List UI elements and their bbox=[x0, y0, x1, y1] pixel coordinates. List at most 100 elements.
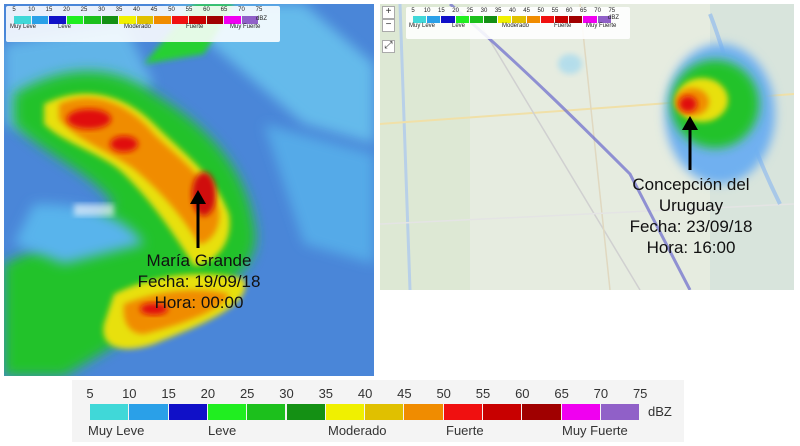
legend-color-swatch bbox=[561, 404, 600, 420]
left-mini-color-swatch bbox=[49, 16, 66, 24]
reflectivity-legend: 5 10 15 20 25 30 35 40 45 50 55 60 65 70 75 Muy Leve Le… bbox=[72, 380, 684, 442]
right-mini-category: Fuerte bbox=[554, 23, 572, 29]
right-mini-category: Leve bbox=[452, 23, 466, 29]
left-mini-tick: 55 bbox=[185, 7, 193, 13]
left-mini-color-swatch bbox=[189, 16, 206, 24]
legend-tick: 35 bbox=[318, 386, 334, 401]
right-mini-tick: 10 bbox=[423, 8, 431, 14]
left-radar-image bbox=[4, 4, 374, 376]
legend-color-swatch bbox=[483, 404, 522, 420]
left-mini-category: Fuerte bbox=[186, 24, 204, 30]
left-mini-category: Muy Fuerte bbox=[230, 24, 261, 30]
right-mini-category: Moderado bbox=[502, 23, 530, 29]
left-mini-tick: 40 bbox=[133, 7, 140, 13]
left-place-name: María Grande bbox=[146, 251, 252, 270]
left-mini-color-swatch bbox=[84, 16, 101, 24]
legend-tick: 45 bbox=[397, 386, 412, 401]
legend-tick: 5 bbox=[86, 386, 94, 401]
left-mini-tick: 50 bbox=[168, 7, 175, 13]
legend-color-swatch bbox=[129, 404, 168, 420]
left-mini-tick: 45 bbox=[150, 7, 158, 13]
left-mini-unit: dBZ bbox=[256, 16, 268, 22]
legend-tick: 20 bbox=[200, 386, 216, 401]
right-mini-tick: 55 bbox=[551, 8, 559, 14]
right-mini-tick: 25 bbox=[466, 8, 474, 14]
legend-unit: dBZ bbox=[648, 404, 672, 419]
legend-color-swatch bbox=[168, 404, 207, 420]
right-mini-color-swatch bbox=[427, 16, 441, 23]
right-mini-legend: 5 10 15 20 25 30 35 40 45 50 55 60 65 70 75 Muy Leve Le… bbox=[406, 7, 630, 39]
right-mini-color-swatch bbox=[512, 16, 526, 23]
legend-color-swatch bbox=[325, 404, 365, 420]
left-mini-tick: 30 bbox=[98, 7, 105, 13]
right-date: Fecha: 23/09/18 bbox=[629, 217, 753, 236]
right-mini-category: Muy Fuerte bbox=[586, 23, 617, 29]
right-mini-tick: 45 bbox=[523, 8, 530, 14]
legend-category: Muy Leve bbox=[88, 423, 145, 438]
right-mini-tick: 70 bbox=[594, 8, 601, 14]
legend-tick: 15 bbox=[161, 386, 176, 401]
right-mini-tick: 75 bbox=[608, 8, 616, 14]
right-mini-color-swatch bbox=[455, 16, 469, 23]
left-mini-color-swatch bbox=[171, 16, 188, 24]
legend-tick: 60 bbox=[515, 386, 530, 401]
right-mini-color-swatch bbox=[540, 16, 554, 23]
legend-color-swatch bbox=[207, 404, 247, 420]
legend-tick: 65 bbox=[554, 386, 569, 401]
left-time: Hora: 00:00 bbox=[154, 293, 244, 312]
legend-category: Muy Fuerte bbox=[562, 423, 628, 438]
legend-tick: 25 bbox=[239, 386, 255, 401]
right-place-line2: Uruguay bbox=[658, 196, 724, 215]
right-time: Hora: 16:00 bbox=[646, 238, 736, 257]
legend-color-swatch bbox=[443, 404, 482, 420]
right-mini-category: Muy Leve bbox=[409, 23, 436, 29]
legend-category: Fuerte bbox=[446, 423, 484, 438]
left-mini-color-swatch bbox=[136, 16, 153, 24]
legend-tick: 55 bbox=[475, 386, 491, 401]
right-mini-color-swatch bbox=[583, 16, 597, 23]
right-mini-tick: 15 bbox=[438, 8, 445, 14]
legend-category: Leve bbox=[208, 423, 237, 438]
left-mini-color-swatch bbox=[66, 16, 83, 24]
right-mini-tick: 40 bbox=[509, 8, 516, 14]
right-mini-color-swatch bbox=[498, 16, 512, 23]
legend-color-swatch bbox=[286, 404, 325, 420]
left-mini-tick: 10 bbox=[28, 7, 35, 13]
left-mini-color-swatch bbox=[31, 16, 48, 24]
legend-tick: 30 bbox=[279, 386, 294, 401]
left-mini-tick: 65 bbox=[220, 7, 228, 13]
left-date: Fecha: 19/09/18 bbox=[137, 272, 261, 291]
zoom-in-button[interactable]: + bbox=[382, 6, 395, 19]
left-mini-color-swatch bbox=[119, 16, 136, 24]
left-mini-color-swatch bbox=[101, 16, 118, 24]
right-radar-map: 5 10 15 20 25 30 35 40 45 50 55 60 65 70 75 Muy Leve Le… bbox=[380, 4, 794, 290]
left-mini-tick: 60 bbox=[203, 7, 210, 13]
left-annotation: María Grande Fecha: 19/09/18 Hora: 00:00 bbox=[124, 250, 274, 313]
left-mini-category: Moderado bbox=[124, 24, 152, 30]
legend-tick: 75 bbox=[632, 386, 648, 401]
right-mini-tick: 65 bbox=[580, 8, 587, 14]
legend-tick: 40 bbox=[357, 386, 373, 401]
left-arrow-icon bbox=[190, 190, 206, 248]
right-mini-color-swatch bbox=[526, 16, 540, 23]
left-mini-tick: 20 bbox=[63, 7, 70, 13]
legend-color-swatch bbox=[600, 404, 640, 420]
right-mini-tick: 30 bbox=[480, 8, 488, 14]
left-mini-color-swatch bbox=[241, 16, 258, 24]
zoom-out-button[interactable]: − bbox=[382, 19, 395, 32]
legend-color-swatch bbox=[404, 404, 443, 420]
left-mini-color-swatch bbox=[14, 16, 31, 24]
legend-tick: 10 bbox=[122, 386, 137, 401]
legend-tick: 70 bbox=[593, 386, 609, 401]
left-mini-tick: 5 bbox=[12, 7, 16, 13]
left-radar-map: 5 10 15 20 25 30 35 40 45 50 55 60 65 70 75 Muy Leve Le… bbox=[4, 4, 374, 376]
right-mini-color-swatch bbox=[441, 16, 455, 23]
right-mini-color-swatch bbox=[469, 16, 483, 23]
legend-color-swatch bbox=[365, 404, 404, 420]
right-mini-color-swatch bbox=[555, 16, 569, 23]
legend-color-swatch bbox=[90, 404, 129, 420]
right-mini-tick: 50 bbox=[537, 8, 545, 14]
left-mini-color-swatch bbox=[154, 16, 171, 24]
right-mini-color-swatch bbox=[569, 16, 583, 23]
fullscreen-button[interactable]: ⤢ bbox=[382, 40, 395, 53]
